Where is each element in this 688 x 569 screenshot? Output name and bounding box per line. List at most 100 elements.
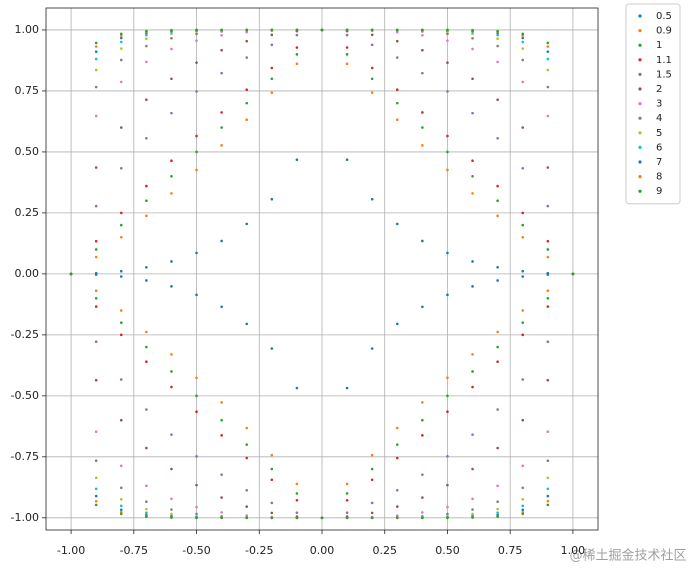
point bbox=[94, 41, 98, 45]
point bbox=[119, 80, 123, 84]
point bbox=[170, 47, 173, 51]
point bbox=[395, 88, 399, 92]
point bbox=[496, 33, 499, 37]
point bbox=[145, 199, 148, 203]
point bbox=[496, 330, 499, 334]
point bbox=[421, 511, 424, 514]
legend-marker bbox=[638, 102, 642, 106]
y-tick-label: -0.50 bbox=[11, 389, 39, 402]
point bbox=[145, 330, 148, 334]
point bbox=[94, 459, 98, 463]
point bbox=[94, 85, 98, 89]
point bbox=[546, 255, 550, 259]
point bbox=[220, 28, 223, 32]
x-tick-label: 0.25 bbox=[372, 544, 397, 557]
point bbox=[94, 494, 98, 498]
point bbox=[471, 385, 474, 389]
point bbox=[521, 235, 525, 239]
point bbox=[170, 433, 173, 436]
point bbox=[496, 507, 499, 511]
point bbox=[119, 321, 123, 324]
point bbox=[119, 211, 123, 215]
point bbox=[496, 265, 499, 269]
point bbox=[345, 498, 349, 502]
point bbox=[496, 136, 499, 140]
y-tick-label: 0.50 bbox=[15, 145, 40, 158]
point bbox=[270, 501, 274, 505]
point bbox=[521, 504, 525, 508]
point bbox=[94, 378, 98, 382]
point bbox=[546, 289, 550, 293]
point bbox=[170, 285, 173, 288]
point bbox=[94, 476, 98, 480]
point bbox=[446, 39, 449, 42]
y-tick-label: 1.00 bbox=[15, 23, 40, 36]
point bbox=[370, 501, 374, 505]
point bbox=[370, 467, 374, 471]
point bbox=[546, 85, 550, 89]
point bbox=[471, 175, 474, 178]
point bbox=[395, 101, 399, 105]
point bbox=[345, 482, 349, 486]
legend-label: 7 bbox=[656, 157, 662, 168]
point bbox=[245, 488, 249, 492]
legend-marker bbox=[638, 43, 642, 47]
point bbox=[170, 111, 173, 115]
x-tick-label: 0.00 bbox=[310, 544, 335, 557]
point bbox=[546, 430, 550, 433]
point bbox=[170, 159, 173, 162]
point bbox=[546, 57, 550, 61]
legend-label: 8 bbox=[656, 172, 662, 183]
point bbox=[94, 45, 98, 48]
point bbox=[521, 36, 525, 40]
point bbox=[345, 386, 349, 390]
point bbox=[571, 272, 575, 276]
y-tick-label: -0.75 bbox=[11, 450, 39, 463]
point bbox=[421, 48, 424, 52]
point bbox=[220, 401, 223, 404]
point bbox=[421, 71, 424, 75]
legend-label: 2 bbox=[656, 84, 662, 95]
point bbox=[245, 322, 249, 326]
point bbox=[496, 484, 499, 488]
point bbox=[370, 77, 374, 81]
point bbox=[145, 184, 148, 188]
point bbox=[170, 497, 173, 501]
point bbox=[370, 478, 374, 482]
point bbox=[295, 511, 299, 514]
x-tick-label: -0.25 bbox=[245, 544, 273, 557]
y-tick-label: -0.25 bbox=[11, 328, 39, 341]
point bbox=[446, 61, 449, 64]
point bbox=[345, 158, 349, 162]
point bbox=[295, 33, 299, 37]
point bbox=[521, 58, 525, 62]
point bbox=[220, 305, 223, 309]
legend-marker bbox=[638, 160, 642, 164]
point bbox=[446, 376, 449, 380]
point bbox=[446, 483, 449, 487]
point bbox=[345, 516, 349, 520]
point bbox=[295, 53, 299, 56]
point bbox=[546, 50, 550, 53]
point bbox=[496, 184, 499, 188]
point bbox=[170, 28, 173, 32]
point bbox=[521, 32, 525, 36]
point bbox=[170, 516, 173, 519]
legend-label: 0.5 bbox=[656, 11, 672, 22]
legend-marker bbox=[638, 87, 642, 91]
legend-marker bbox=[638, 145, 642, 149]
point bbox=[446, 28, 449, 32]
point bbox=[245, 88, 249, 92]
point bbox=[295, 498, 299, 502]
point bbox=[195, 150, 198, 154]
point bbox=[119, 309, 123, 312]
point bbox=[295, 158, 299, 162]
point bbox=[220, 144, 223, 147]
point bbox=[395, 222, 399, 226]
point bbox=[270, 33, 274, 37]
point bbox=[496, 511, 499, 514]
point bbox=[145, 515, 148, 518]
point bbox=[546, 239, 550, 243]
point bbox=[195, 293, 198, 297]
point bbox=[220, 516, 223, 520]
